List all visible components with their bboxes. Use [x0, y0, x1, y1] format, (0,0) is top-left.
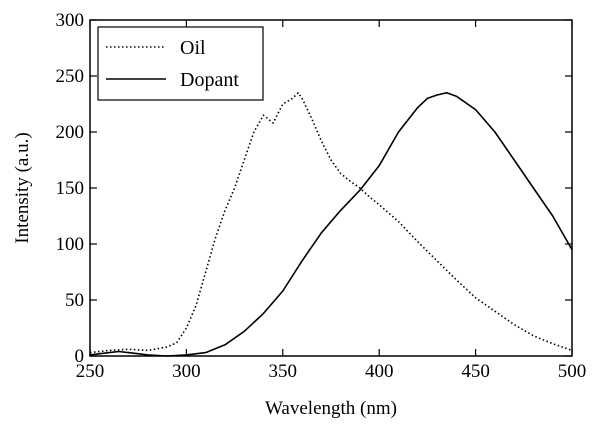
y-tick-label: 250 [56, 66, 85, 87]
y-tick-label: 100 [56, 234, 85, 255]
y-tick-label: 0 [75, 346, 85, 367]
x-axis: 250 300 350 400 450 500 [76, 20, 587, 382]
legend-label-dopant: Dopant [180, 69, 239, 91]
x-tick-label: 500 [558, 361, 587, 382]
y-axis: 0 50 100 150 200 250 300 [56, 10, 572, 367]
plot-lines [89, 92, 573, 357]
x-tick-label: 250 [76, 361, 105, 382]
y-tick-label: 200 [56, 122, 85, 143]
y-axis-label: Intensity (a.u.) [12, 132, 33, 243]
series-line-dopant [89, 92, 573, 357]
x-tick-label: 300 [172, 361, 201, 382]
x-tick-label: 400 [365, 361, 394, 382]
y-tick-label: 300 [56, 10, 85, 31]
legend-label-oil: Oil [180, 37, 206, 59]
legend: Oil Dopant [97, 26, 264, 101]
y-tick-label: 50 [65, 290, 84, 311]
series-line-oil [89, 92, 573, 354]
x-tick-label: 450 [461, 361, 490, 382]
x-tick-label: 350 [269, 361, 298, 382]
x-axis-label: Wavelength (nm) [265, 398, 397, 419]
y-tick-label: 150 [56, 178, 85, 199]
legend-box [97, 26, 264, 101]
